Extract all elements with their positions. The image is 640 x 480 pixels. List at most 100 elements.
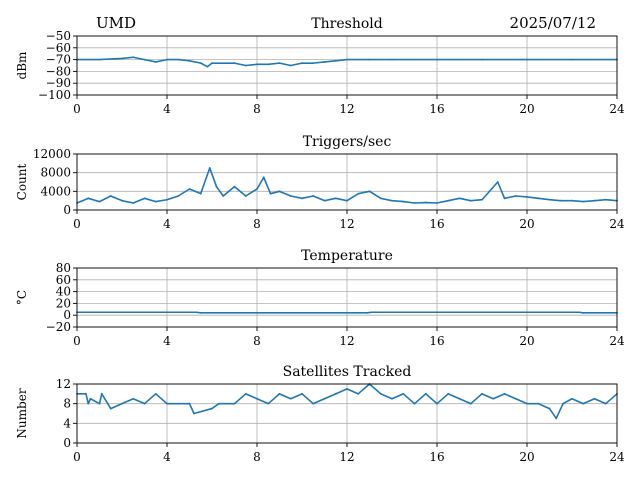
series-line [77,56,617,68]
x-tick-label: 8 [253,334,261,348]
data-point [233,62,236,65]
data-point [206,65,209,68]
data-point [582,200,585,203]
data-point [559,199,562,202]
data-point [87,402,90,405]
data-point [132,56,135,59]
x-tick-label: 16 [429,102,444,116]
x-tick-label: 4 [163,334,171,348]
data-point [143,402,146,405]
data-point [604,402,607,405]
y-tick-label: −60 [46,41,71,55]
data-point [526,402,528,405]
data-point [357,392,360,395]
y-tick-label: 0 [63,436,71,450]
data-point [357,192,360,195]
data-point [98,402,101,405]
x-tick-label: 20 [519,450,534,464]
data-point [571,199,573,202]
y-tick-label: −100 [38,88,71,102]
data-point [109,195,112,197]
data-point [514,195,517,197]
data-point [413,202,416,204]
data-point [548,198,551,201]
data-point [346,199,348,202]
data-point [301,197,303,200]
data-point [154,200,157,203]
data-point [100,392,103,395]
y-axis-label: dBm [15,51,29,80]
data-point [537,402,540,405]
data-point [154,61,157,63]
data-point [195,311,198,314]
data-point [289,195,292,197]
data-point [503,392,506,395]
data-point [346,58,348,61]
y-tick-label: 40 [56,285,71,299]
x-tick-label: 0 [73,450,81,464]
data-point [514,397,517,400]
data-point [555,417,558,420]
data-point [496,181,499,183]
data-point [571,397,573,400]
y-tick-label: 60 [56,273,71,287]
x-tick-label: 4 [163,450,171,464]
data-point [278,190,281,193]
data-point [132,202,135,204]
data-point [166,198,168,201]
y-tick-label: −90 [46,76,71,90]
x-tick-label: 4 [163,217,171,231]
data-point [436,58,438,61]
data-point [188,59,191,62]
data-point [289,397,292,400]
data-point [121,402,123,405]
y-tick-label: 8000 [40,166,71,180]
header-site-label: UMD [96,14,136,32]
data-point [312,402,315,405]
data-point [379,392,382,395]
y-axis-label: Number [15,388,29,438]
y-tick-label: −80 [46,64,71,78]
data-point [289,64,292,67]
data-point [301,62,303,65]
data-point [89,397,92,400]
data-point [481,392,483,395]
data-point [334,59,337,62]
x-tick-label: 24 [609,334,625,348]
y-tick-label: −50 [46,29,71,43]
chart-panel-2: 0 4 8 12 16 20 24 0 4000 8000 12000 Triggers/sec Cou… [15,134,625,231]
data-point [121,57,123,60]
chart-title: Triggers/sec [303,134,392,150]
data-point [323,199,326,202]
data-point [503,197,506,200]
data-point [436,402,438,405]
data-point [582,311,585,314]
x-tick-label: 24 [609,450,625,464]
data-point [312,195,315,197]
x-tick-label: 12 [339,102,354,116]
data-point [447,199,450,202]
data-point [177,58,180,61]
data-point [87,197,90,200]
data-point [481,198,483,201]
data-point [244,392,247,395]
x-tick-label: 24 [609,217,625,231]
data-point [391,199,393,202]
data-point [458,197,461,200]
y-tick-label: 80 [56,261,71,275]
data-point [492,397,495,400]
data-point [424,392,427,395]
data-point [211,62,213,65]
x-tick-label: 12 [339,217,354,231]
data-point [143,197,146,200]
data-point [537,197,540,200]
data-point [334,197,337,200]
plots-container: 0 4 8 12 16 20 24 −100−90−80−70−60−50 Threshold d… [15,16,625,464]
chart-title: Satellites Tracked [283,364,412,380]
data-point [370,311,373,314]
chart-title: Threshold [311,16,382,32]
data-point [577,311,580,314]
